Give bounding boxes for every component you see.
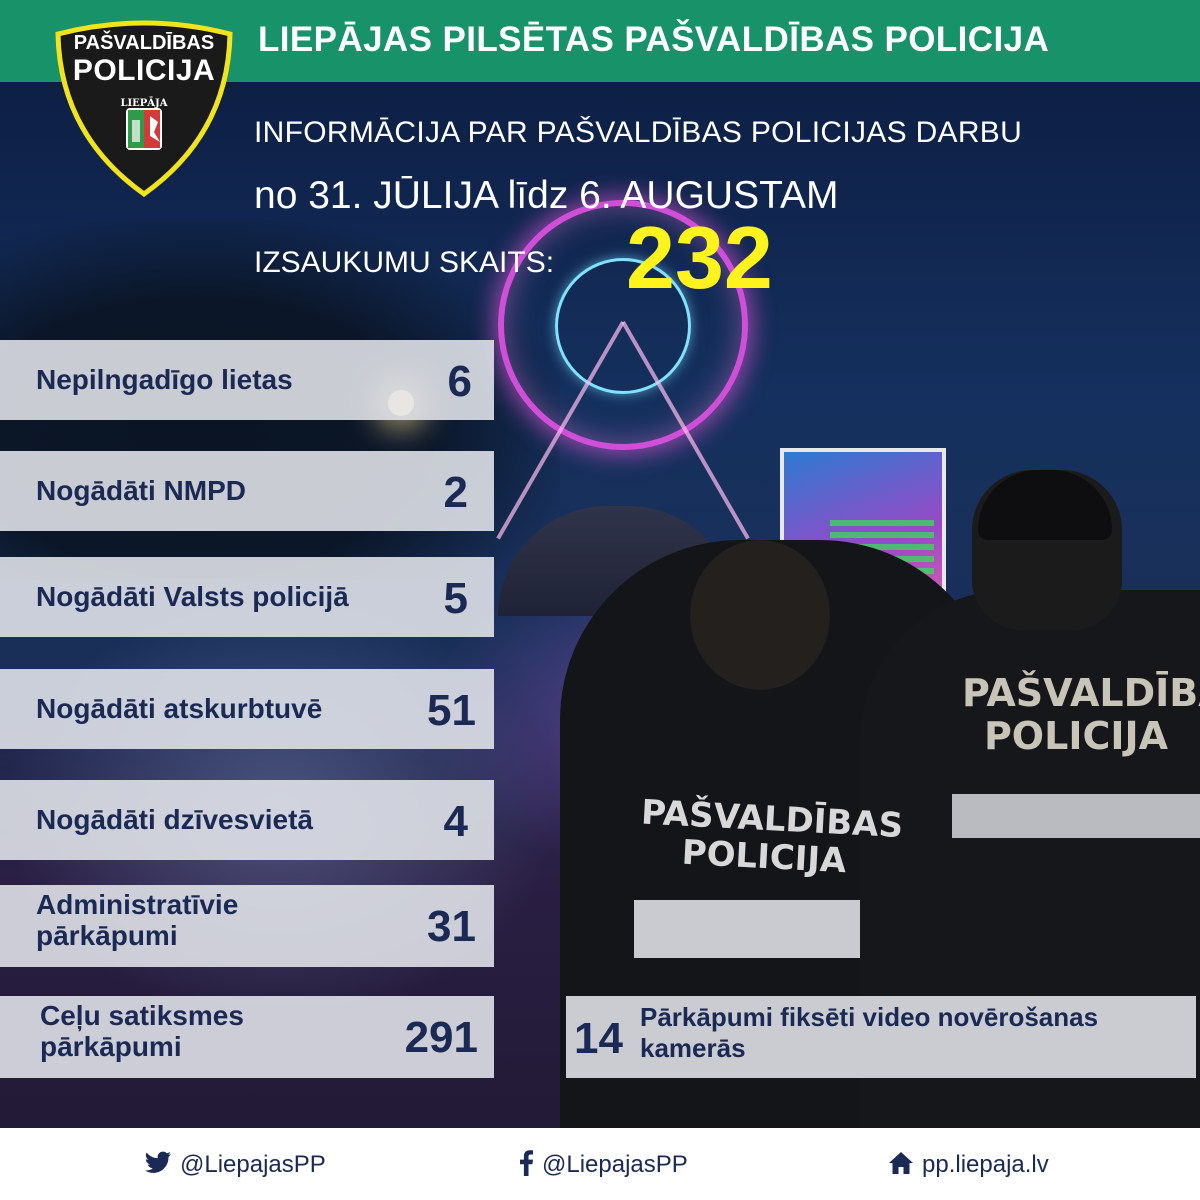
stat-value: 5 <box>443 574 468 623</box>
stat-panel-nmpd: Nogādāti NMPD 2 <box>0 451 494 531</box>
stat-panel-video: 14 Pārkāpumi fiksēti video novērošanas k… <box>566 996 1196 1078</box>
badge-city-text: LIEPĀJA <box>120 98 168 109</box>
badge-top-text: PAŠVALDĪBAS <box>73 32 215 54</box>
twitter-handle: @LiepajasPP <box>180 1151 326 1178</box>
stat-value: 4 <box>443 797 468 846</box>
footer-twitter-link[interactable]: @LiepajasPP <box>144 1150 326 1180</box>
stat-panel-state-police: Nogādāti Valsts policijā 5 <box>0 557 494 637</box>
footer-facebook-link[interactable]: @LiepajasPP <box>518 1150 688 1180</box>
ferris-wheel-hub <box>555 258 691 394</box>
police-badge-logo: PAŠVALDĪBAS POLICIJA LIEPĀJA <box>52 16 236 198</box>
facebook-icon <box>518 1150 534 1180</box>
footer: @LiepajasPP @LiepajasPP pp.liepaja.lv <box>0 1128 1200 1200</box>
officer-2-vest-text: PAŠVALDĪBAS POLICIJA <box>962 671 1200 758</box>
info-heading: INFORMĀCIJA PAR PAŠVALDĪBAS POLICIJAS DA… <box>254 116 1023 149</box>
video-value: 14 <box>574 1014 623 1063</box>
date-range: no 31. JŪLIJA līdz 6. AUGUSTAM <box>254 174 839 217</box>
stat-label: Nogādāti NMPD <box>36 475 246 506</box>
stat-label: Nogādāti Valsts policijā <box>36 581 349 612</box>
calls-label: IZSAUKUMU SKAITS: <box>254 246 555 279</box>
footer-website-link[interactable]: pp.liepaja.lv <box>888 1150 1049 1180</box>
stat-panel-traffic: Ceļu satiksmes pārkāpumi 291 <box>0 996 494 1078</box>
stat-label: Nogādāti dzīvesvietā <box>36 804 313 835</box>
officer-1-vest-text: PAŠVALDĪBAS POLICIJA <box>640 792 905 882</box>
calls-total: 232 <box>626 208 773 307</box>
stat-panel-administrative: Administratīvie pārkāpumi 31 <box>0 885 494 967</box>
header-title: LIEPĀJAS PILSĒTAS PAŠVALDĪBAS POLICIJA <box>258 20 1050 59</box>
home-icon <box>888 1151 914 1179</box>
stat-value: 291 <box>404 1013 478 1062</box>
ferris-wheel <box>498 200 748 450</box>
stat-label: Administratīvie pārkāpumi <box>36 889 239 952</box>
stat-panel-minors: Nepilngadīgo lietas 6 <box>0 340 494 420</box>
website-url: pp.liepaja.lv <box>922 1151 1049 1178</box>
badge-shield-icon <box>55 20 233 198</box>
stat-label: Ceļu satiksmes pārkāpumi <box>40 1000 244 1063</box>
officer-1-head <box>690 540 830 690</box>
officer-2-reflective-stripe <box>952 794 1200 838</box>
facebook-handle: @LiepajasPP <box>542 1151 688 1178</box>
video-label: Pārkāpumi fiksēti video novērošanas kame… <box>640 1002 1099 1064</box>
stat-panel-sobering: Nogādāti atskurbtuvē 51 <box>0 669 494 749</box>
stat-value: 51 <box>427 686 476 735</box>
twitter-icon <box>144 1151 172 1179</box>
stat-panel-residence: Nogādāti dzīvesvietā 4 <box>0 780 494 860</box>
stat-value: 31 <box>427 902 476 951</box>
badge-main-text: POLICIJA <box>72 54 216 87</box>
officer-1-reflective-stripe <box>634 900 870 958</box>
stat-value: 2 <box>443 468 468 517</box>
stat-value: 6 <box>447 357 472 406</box>
stat-label: Nepilngadīgo lietas <box>36 364 293 395</box>
stat-label: Nogādāti atskurbtuvē <box>36 693 323 724</box>
